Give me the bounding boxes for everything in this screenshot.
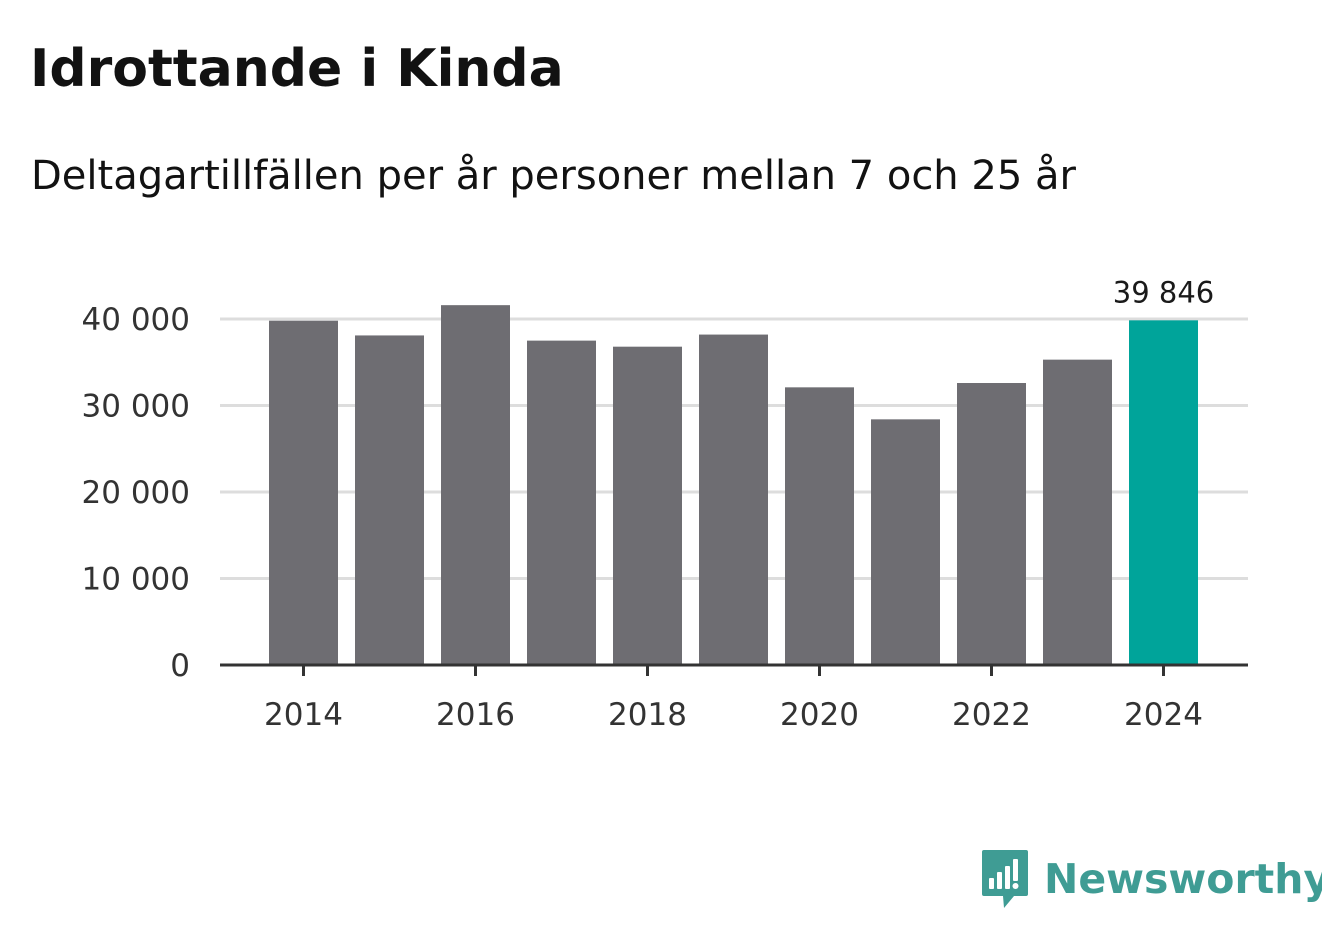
y-tick-label: 40 000 [82,302,190,338]
bar-2017 [527,340,596,665]
bar-2023 [1043,359,1112,665]
y-tick-label: 0 [170,648,190,684]
x-tick-label: 2016 [436,697,515,733]
newsworthy-logo-text: Newsworthy [1044,855,1322,903]
x-tick-label: 2022 [952,697,1031,733]
bar-2021 [871,419,940,665]
bars [269,305,1198,665]
chart-subtitle: Deltagartillfällen per år personer mella… [31,153,1076,199]
bar-2018 [613,346,682,665]
chart-title: Idrottande i Kinda [30,39,564,99]
bar-2014 [269,320,338,665]
bar-2022 [957,383,1026,665]
axes [220,663,1248,676]
newsworthy-logo: Newsworthy [980,848,1322,910]
bar-2016 [441,305,510,665]
labels: 0 10 000 20 000 30 000 40 000 2014 2016 2018 202… [82,275,1215,733]
bar-2020 [785,387,854,665]
y-tick-label: 20 000 [82,475,190,511]
data-label: 39 846 [1113,275,1214,309]
bar-2019 [699,334,768,665]
y-tick-label: 30 000 [82,389,190,425]
bar-2024 [1129,320,1198,665]
y-tick-label: 10 000 [82,562,190,598]
x-tick-label: 2020 [780,697,859,733]
x-tick-label: 2014 [264,697,343,733]
x-tick-label: 2024 [1124,697,1203,733]
newsworthy-logo-icon [982,850,1028,908]
x-tick-label: 2018 [608,697,687,733]
bar-2015 [355,335,424,665]
